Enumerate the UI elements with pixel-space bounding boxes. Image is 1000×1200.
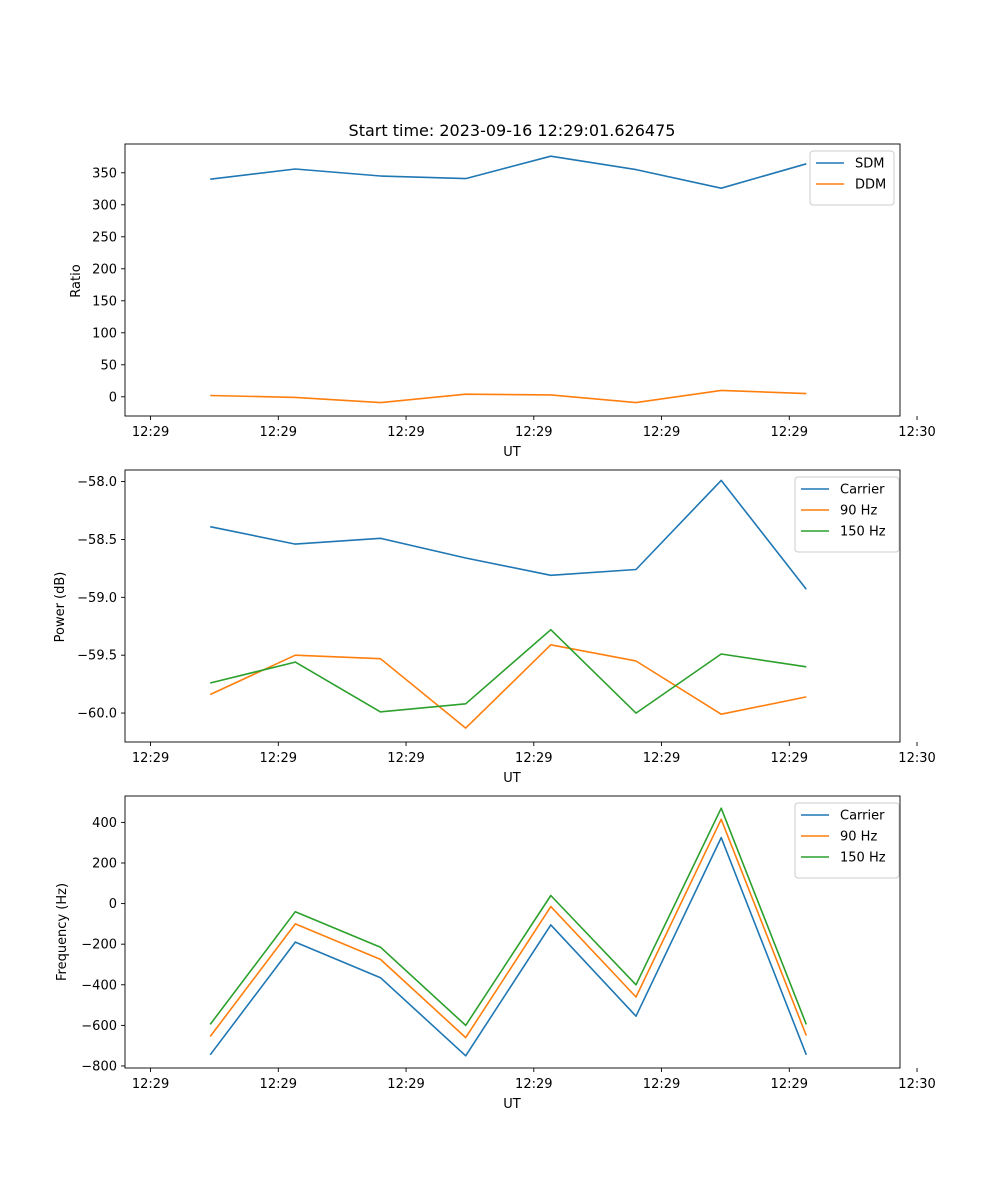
frequency-x-tick-label: 12:29 — [515, 1077, 552, 1092]
frequency-series-line-90-hz — [209, 818, 808, 1039]
frequency-legend-label: 90 Hz — [840, 830, 877, 845]
ratio-x-tick-label: 12:29 — [260, 425, 297, 440]
ratio-plot-area: 12:29 12:29 12:29 12:29 12:29 12:29 12:30 0 50 10… — [92, 143, 936, 440]
ratio-x-tick-label: 12:30 — [898, 425, 935, 440]
ratio-y-tick-label: 350 — [92, 166, 117, 181]
power-legend-box — [794, 476, 900, 553]
ratio-y-tick-label: 300 — [92, 198, 117, 213]
frequency-legend-box — [794, 802, 900, 879]
ratio-legend-label: DDM — [855, 178, 886, 193]
power-x-axis-label: UT — [503, 771, 521, 786]
ratio-x-tick-label: 12:29 — [515, 425, 552, 440]
frequency-y-tick-label: −400 — [81, 978, 117, 993]
frequency-legend: Carrier 90 Hz 150 Hz — [794, 802, 900, 879]
frequency-series-line-150-hz — [209, 807, 808, 1027]
frequency-axes-frame — [124, 795, 901, 1069]
frequency-x-tick-label: 12:29 — [387, 1077, 424, 1092]
ratio-legend-box — [809, 150, 895, 206]
ratio-legend: SDM DDM — [809, 150, 895, 206]
frequency-legend-label: Carrier — [840, 809, 885, 824]
power-legend-label: Carrier — [840, 483, 885, 498]
subplot-power: 12:29 12:29 12:29 12:29 12:29 12:29 12:30 −60.0… — [53, 469, 936, 786]
frequency-y-tick-label: −200 — [81, 938, 117, 953]
ratio-x-tick-label: 12:29 — [771, 425, 808, 440]
subplot-ratio: 12:29 12:29 12:29 12:29 12:29 12:29 12:30 0 50 10… — [69, 143, 936, 460]
ratio-legend-label: SDM — [855, 157, 884, 172]
power-y-tick-label: −60.0 — [77, 707, 117, 722]
ratio-y-tick-label: 0 — [109, 390, 117, 405]
power-legend-label: 150 Hz — [840, 525, 886, 540]
power-y-tick-label: −59.5 — [77, 649, 117, 664]
power-y-tick-label: −59.0 — [77, 591, 117, 606]
frequency-y-tick-label: 0 — [109, 897, 117, 912]
ratio-y-tick-label: 200 — [92, 262, 117, 277]
frequency-y-tick-label: 200 — [92, 856, 117, 871]
frequency-x-tick-label: 12:29 — [771, 1077, 808, 1092]
ratio-y-axis-label: Ratio — [69, 264, 84, 297]
frequency-y-tick-label: −800 — [81, 1059, 117, 1074]
power-plot-area: 12:29 12:29 12:29 12:29 12:29 12:29 12:30 −60.0… — [77, 469, 936, 766]
power-series-line-carrier — [210, 479, 807, 590]
power-x-tick-label: 12:29 — [132, 751, 169, 766]
ratio-series-line-ddm — [210, 389, 807, 404]
frequency-series-line-carrier — [209, 836, 808, 1057]
frequency-y-tick-label: −600 — [81, 1019, 117, 1034]
power-y-tick-label: −58.5 — [77, 533, 117, 548]
power-axes-frame — [124, 469, 901, 743]
ratio-axes-frame — [124, 143, 901, 417]
power-x-tick-label: 12:30 — [898, 751, 935, 766]
frequency-y-axis-label: Frequency (Hz) — [55, 883, 70, 981]
ratio-x-tick-label: 12:29 — [132, 425, 169, 440]
ratio-x-tick-label: 12:29 — [643, 425, 680, 440]
power-series-line-150-hz — [210, 628, 807, 714]
power-x-tick-label: 12:29 — [260, 751, 297, 766]
power-series-line-90-hz — [209, 643, 807, 729]
subplot-frequency: 12:29 12:29 12:29 12:29 12:29 12:29 12:30 −800 −… — [55, 795, 936, 1112]
frequency-plot-area: 12:29 12:29 12:29 12:29 12:29 12:29 12:30 −800 −… — [81, 795, 936, 1092]
power-x-tick-label: 12:29 — [387, 751, 424, 766]
power-legend-label: 90 Hz — [840, 504, 877, 519]
frequency-x-axis-label: UT — [503, 1097, 521, 1112]
power-y-axis-label: Power (dB) — [53, 572, 68, 643]
frequency-x-tick-label: 12:30 — [898, 1077, 935, 1092]
ratio-y-tick-label: 150 — [92, 294, 117, 309]
ratio-y-tick-label: 100 — [92, 326, 117, 341]
frequency-y-tick-label: 400 — [92, 816, 117, 831]
ratio-x-axis-label: UT — [503, 445, 521, 460]
frequency-x-tick-label: 12:29 — [132, 1077, 169, 1092]
frequency-x-tick-label: 12:29 — [260, 1077, 297, 1092]
ratio-x-tick-label: 12:29 — [387, 425, 424, 440]
ratio-y-tick-label: 50 — [100, 358, 117, 373]
figure-title: Start time: 2023-09-16 12:29:01.626475 — [349, 121, 676, 140]
power-x-tick-label: 12:29 — [515, 751, 552, 766]
power-y-tick-label: −58.0 — [77, 475, 117, 490]
ratio-y-tick-label: 250 — [92, 230, 117, 245]
power-x-tick-label: 12:29 — [643, 751, 680, 766]
frequency-x-tick-label: 12:29 — [643, 1077, 680, 1092]
ratio-series-line-sdm — [210, 155, 807, 189]
power-legend: Carrier 90 Hz 150 Hz — [794, 476, 900, 553]
power-x-tick-label: 12:29 — [771, 751, 808, 766]
frequency-legend-label: 150 Hz — [840, 851, 886, 866]
